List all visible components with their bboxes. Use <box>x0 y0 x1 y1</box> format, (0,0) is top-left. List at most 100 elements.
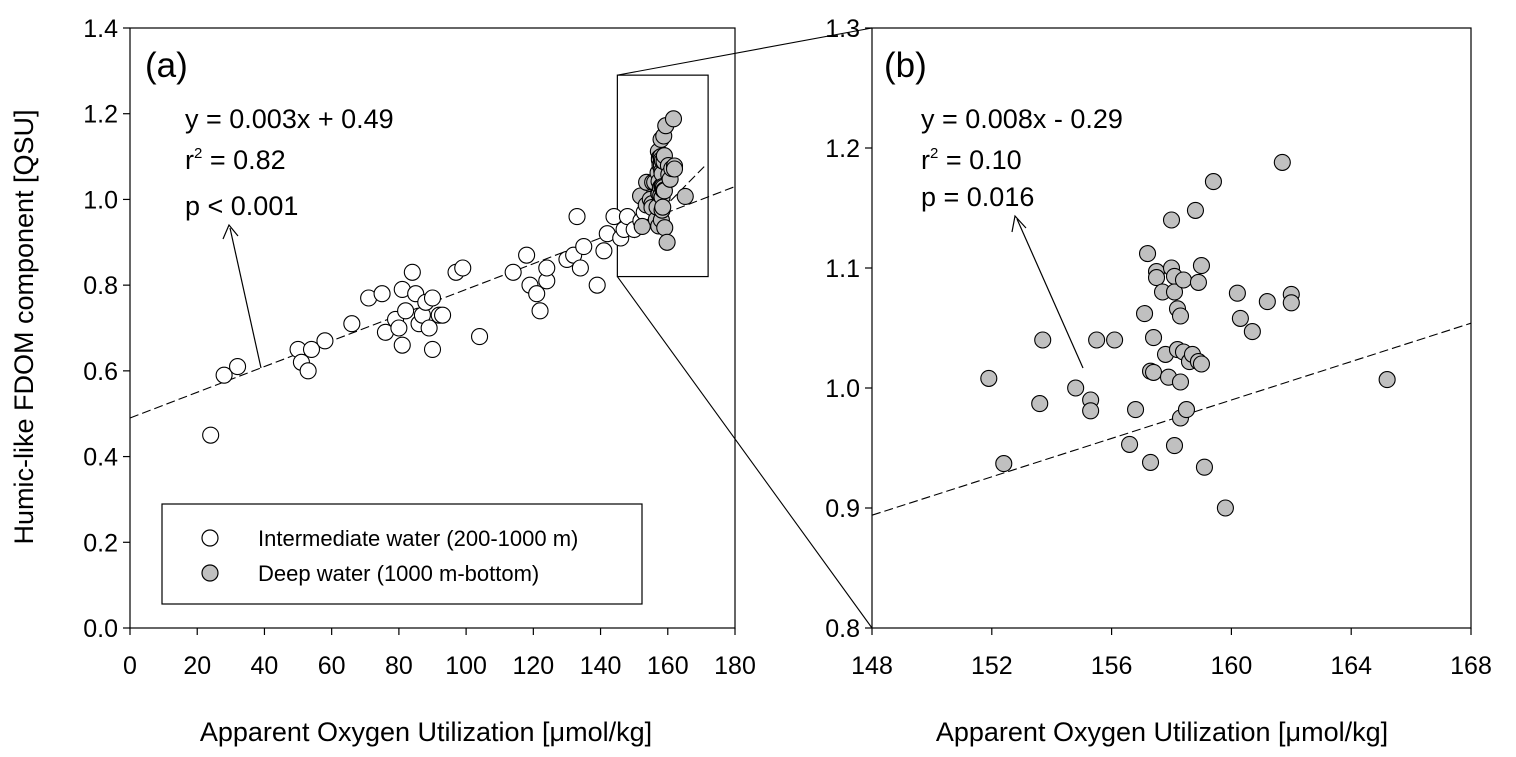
panel-a-x-tick-label: 80 <box>385 652 413 680</box>
panel-b-deep-water-point <box>1174 271 1193 289</box>
panel-a-deep-water-point <box>665 160 684 178</box>
panel-b-deep-water-point <box>980 369 998 387</box>
panel-a-p-value: p < 0.001 <box>185 191 298 221</box>
panel-a-intermediate-water-point <box>316 332 334 350</box>
panel-a-deep-water-point <box>676 187 694 205</box>
panel-b-deep-water-point <box>1228 284 1246 302</box>
panel-b-x-tick-label: 168 <box>1450 652 1492 680</box>
panel-a-x-ticks: 0 20 40 60 80 100 120 140 160 180 <box>123 628 756 680</box>
panel-b-deep-water-point <box>1127 401 1145 419</box>
y-axis-title: Humic-like FDOM component [QSU] <box>9 109 39 544</box>
panel-a-intermediate-water-point <box>343 315 361 333</box>
panel-b-deep-water-point <box>1147 269 1166 287</box>
panel-a-y-tick-label: 0.8 <box>83 272 118 300</box>
panel-b-deep-water-point <box>1067 379 1085 397</box>
panel-a-intermediate-water-point <box>403 263 421 281</box>
panel-b-deep-water-point <box>1282 294 1300 312</box>
panel-a-x-tick-label: 120 <box>512 652 554 680</box>
panel-b-x-ticks: 148 152 156 160 164 168 <box>851 628 1492 680</box>
panel-a-intermediate-water-point <box>434 306 452 324</box>
panel-b-deep-water-point <box>1189 273 1208 291</box>
panel-b-annotation-arrow-line <box>1016 218 1084 369</box>
panel-a-zoom-box <box>616 74 709 278</box>
panel-a-x-tick-label: 0 <box>123 652 137 680</box>
panel-b-deep-water-point <box>1186 201 1205 219</box>
panel-b-deep-water-point <box>1204 173 1222 191</box>
panel-b-x-tick-label: 164 <box>1330 652 1372 680</box>
panel-a-deep-water-point <box>656 219 674 237</box>
panel-a-intermediate-water-point <box>299 362 317 380</box>
panel-b-x-tick-label: 152 <box>971 652 1013 680</box>
panel-b-deep-water-point <box>995 455 1013 473</box>
panel-a-y-tick-label: 0.4 <box>83 444 118 472</box>
panel-b-y-ticks: 0.8 0.9 1.0 1.1 1.2 1.3 <box>825 15 872 643</box>
panel-b-x-tick-label: 160 <box>1211 652 1253 680</box>
panel-a-deep-water-point <box>633 217 651 235</box>
panel-a-intermediate-water-point <box>373 285 391 303</box>
panel-b-r-value: = 0.10 <box>938 145 1021 175</box>
panel-a-intermediate-water-point <box>393 336 411 354</box>
legend-intermediate-marker <box>201 529 219 547</box>
legend-deep-label: Deep water (1000 m-bottom) <box>258 561 539 586</box>
panel-a: 0 20 40 60 80 100 120 140 160 180 0.0 0.2 0.4 0.6 0.8… <box>83 15 756 747</box>
panel-b-x-tick-label: 156 <box>1091 652 1133 680</box>
panel-b-deep-water-point <box>1171 373 1190 391</box>
panel-b-deep-water-point <box>1106 331 1124 349</box>
panel-b-frame <box>871 27 1472 629</box>
panel-a-intermediate-water-point <box>471 328 489 346</box>
panel-b-deep-water-point <box>1378 371 1396 389</box>
panel-b-deep-water-point <box>1144 329 1163 347</box>
panel-b-r-squared: r2 = 0.10 <box>921 145 1022 175</box>
panel-b-deep-water-point <box>1192 257 1210 275</box>
panel-b-deep-water-point <box>1088 331 1106 349</box>
panel-a-intermediate-water-point <box>390 319 408 337</box>
panel-b-deep-water-point <box>1144 363 1163 381</box>
panel-b-deep-water-point <box>1162 211 1181 229</box>
panel-a-intermediate-water-point <box>595 242 613 260</box>
panel-b-y-tick-label: 0.9 <box>825 495 860 523</box>
panel-a-intermediate-water-point <box>302 340 321 358</box>
panel-b-deep-water-point <box>1258 293 1276 311</box>
panel-a-y-tick-label: 0.2 <box>83 529 118 557</box>
panel-b-deep-water-point <box>1171 307 1190 325</box>
panel-a-intermediate-water-point <box>568 208 586 226</box>
legend-intermediate-label: Intermediate water (200-1000 m) <box>258 526 578 551</box>
panel-a-deep-water-point <box>654 198 672 216</box>
panel-a-y-tick-label: 1.4 <box>83 15 118 43</box>
panel-a-y-tick-label: 1.0 <box>83 186 118 214</box>
panel-b-r-sup: 2 <box>930 145 938 162</box>
panel-b-y-tick-label: 1.3 <box>825 15 860 43</box>
zoom-connector-top <box>617 27 873 76</box>
panel-b-deep-water-point <box>1195 458 1213 476</box>
panel-a-deep-water-point <box>658 233 676 251</box>
panel-b-deep-water-point <box>1141 453 1160 471</box>
panel-b-deep-water-point <box>1082 402 1100 420</box>
panel-a-x-tick-label: 40 <box>251 652 279 680</box>
panel-a-intermediate-water-point <box>202 426 220 444</box>
panel-a-intermediate-water-point <box>397 302 415 320</box>
panel-a-points <box>202 110 694 444</box>
panel-a-intermediate-water-point <box>588 276 606 294</box>
panel-a-frame <box>129 27 736 629</box>
panel-a-r-squared: r2 = 0.82 <box>185 145 286 175</box>
panel-b-y-tick-label: 1.2 <box>825 135 860 163</box>
panel-b-points <box>980 153 1396 517</box>
panel-a-equation: y = 0.003x + 0.49 <box>185 104 394 134</box>
panel-a-intermediate-water-point <box>423 289 442 307</box>
panel-a-x-tick-label: 100 <box>445 652 487 680</box>
panel-b-x-tick-label: 148 <box>851 652 893 680</box>
panel-b-y-tick-label: 1.0 <box>825 375 860 403</box>
panel-b-equation: y = 0.008x - 0.29 <box>921 104 1123 134</box>
panel-a-intermediate-water-point <box>571 259 589 277</box>
panel-a-intermediate-water-point <box>528 285 546 303</box>
panel-a-r-value: = 0.82 <box>202 145 285 175</box>
panel-a-intermediate-water-point <box>575 238 593 256</box>
panel-a-zoom-box-layer <box>616 74 709 278</box>
panel-a-r-sup: 2 <box>194 145 202 162</box>
panel-b-regression-line <box>871 322 1472 516</box>
panel-a-intermediate-water-point <box>504 263 522 281</box>
panel-a-annotation-arrow-line <box>229 227 262 369</box>
panel-b-deep-water-point <box>1165 283 1184 301</box>
